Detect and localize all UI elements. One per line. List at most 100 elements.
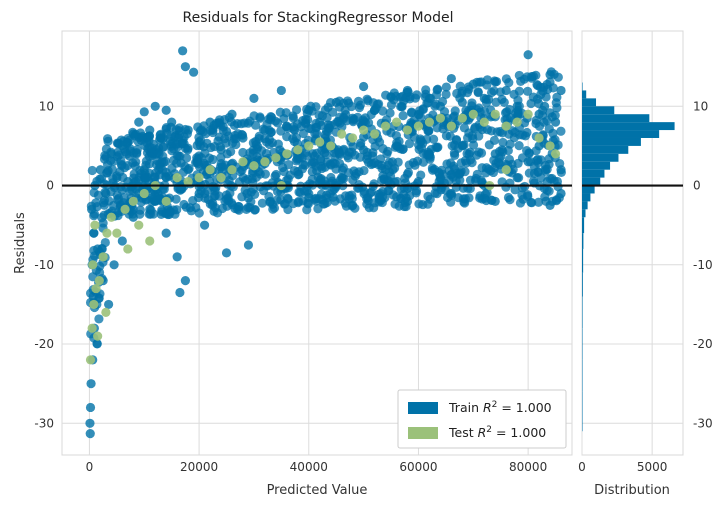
hist-bar [582, 201, 588, 210]
train-point [486, 126, 496, 136]
test-point [479, 117, 489, 127]
legend-train-main: Train [448, 400, 483, 415]
train-point [260, 125, 270, 135]
test-point [304, 141, 314, 151]
hist-bar [582, 153, 619, 162]
legend-box [397, 389, 567, 449]
train-points [85, 46, 566, 439]
train-point [509, 89, 519, 99]
train-point [337, 173, 347, 183]
train-point [441, 131, 452, 141]
train-point [446, 73, 456, 84]
train-point [150, 196, 160, 206]
train-point [88, 291, 98, 302]
hist-y-tick-label: -30 [693, 416, 713, 430]
train-point [231, 139, 241, 150]
hist-bar [582, 233, 584, 249]
hist-bar [582, 122, 675, 131]
test-point [172, 173, 182, 183]
test-point [102, 228, 112, 238]
train-point [135, 205, 145, 215]
train-point [194, 188, 204, 199]
test-point [88, 260, 98, 270]
test-point [359, 125, 369, 135]
train-point [522, 72, 532, 82]
train-point [353, 96, 364, 106]
train-point [180, 276, 190, 286]
train-point [281, 108, 291, 118]
train-point [89, 188, 99, 198]
train-point [335, 194, 345, 204]
train-point [307, 167, 317, 177]
train-point [123, 176, 133, 187]
train-point [552, 92, 562, 102]
train-point [556, 165, 566, 175]
train-point [172, 252, 182, 262]
train-point [214, 132, 224, 142]
hist-bar [582, 137, 641, 146]
train-point [328, 185, 338, 196]
legend-test-swatch [408, 427, 438, 439]
train-point [291, 105, 302, 115]
hist-bar [582, 98, 597, 107]
train-point [510, 185, 520, 195]
hist-y-tick-label: -20 [693, 337, 713, 351]
train-point [523, 86, 533, 96]
hist-x-tick-label: 5000 [637, 460, 668, 474]
train-point [455, 81, 465, 91]
train-point [498, 137, 508, 148]
train-point [474, 131, 484, 141]
train-point [291, 132, 302, 143]
test-point [205, 165, 215, 175]
train-point [432, 143, 442, 153]
test-point [194, 173, 204, 183]
train-point [331, 97, 341, 107]
train-point [428, 110, 438, 120]
test-point [271, 153, 281, 163]
residuals-scatter-plot: 0 20000 40000 60000 80000 -30 -20 -10 0 10 Predi… [13, 30, 573, 498]
train-point [556, 85, 566, 96]
train-point [282, 121, 292, 131]
train-point [391, 131, 401, 141]
test-point [89, 299, 99, 310]
train-point [545, 200, 555, 210]
train-point [531, 118, 541, 129]
train-point [251, 136, 261, 147]
main-y-tick-label: -20 [34, 337, 54, 351]
train-point [422, 134, 432, 144]
train-point [473, 87, 483, 97]
train-point [103, 136, 113, 146]
train-point [157, 205, 167, 215]
test-point [468, 109, 478, 119]
main-y-tick-labels: -30 -20 -10 0 10 [34, 99, 54, 430]
train-point [468, 140, 479, 150]
train-point [188, 195, 198, 206]
main-x-tick-label: 80000 [509, 460, 547, 474]
train-point [457, 141, 467, 151]
main-x-tick-labels: 0 20000 40000 60000 80000 [86, 460, 548, 474]
main-y-tick-label: 10 [39, 99, 54, 113]
train-point [391, 141, 402, 151]
train-point [338, 163, 348, 173]
main-y-tick-label: 0 [46, 179, 54, 193]
legend-train-r: R [483, 400, 492, 415]
train-point [171, 194, 181, 204]
train-point [488, 167, 499, 178]
train-point [271, 169, 281, 180]
test-point [93, 331, 103, 341]
train-point [446, 188, 456, 199]
train-point [192, 157, 202, 167]
train-point [180, 62, 190, 72]
train-point [326, 172, 336, 183]
train-point [243, 202, 253, 213]
train-point [238, 133, 248, 143]
legend-test-main: Test [448, 425, 478, 440]
train-point [94, 314, 104, 324]
train-point [501, 74, 511, 84]
train-point [505, 195, 515, 205]
train-point [216, 145, 226, 155]
train-point [205, 117, 215, 127]
train-point [311, 102, 321, 112]
test-point [490, 109, 500, 119]
hist-bar [582, 106, 615, 115]
